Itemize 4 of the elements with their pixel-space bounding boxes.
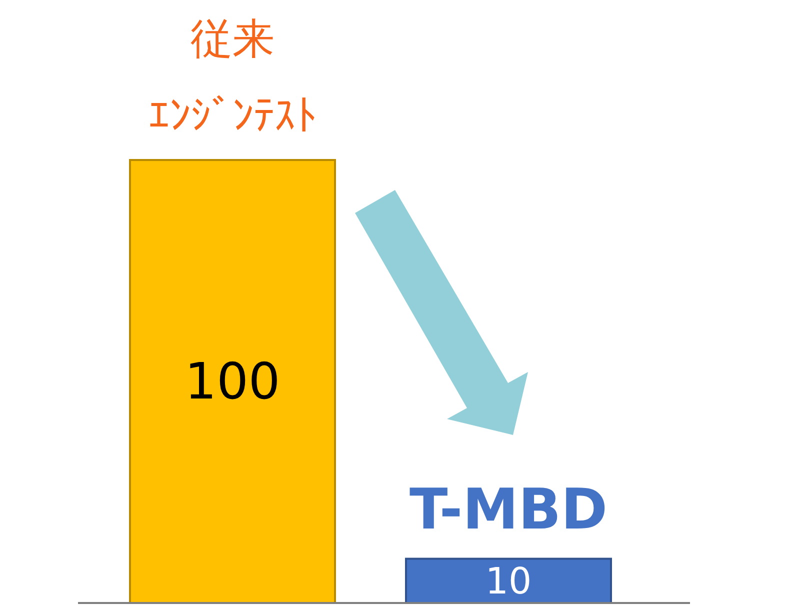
data-label: 100 <box>184 352 280 410</box>
x-tick-label: T-MBD <box>409 478 608 543</box>
x-tick-label: 従来ｴﾝｼﾞﾝﾃｽﾄ <box>148 14 316 140</box>
data-label: 10 <box>485 559 532 602</box>
